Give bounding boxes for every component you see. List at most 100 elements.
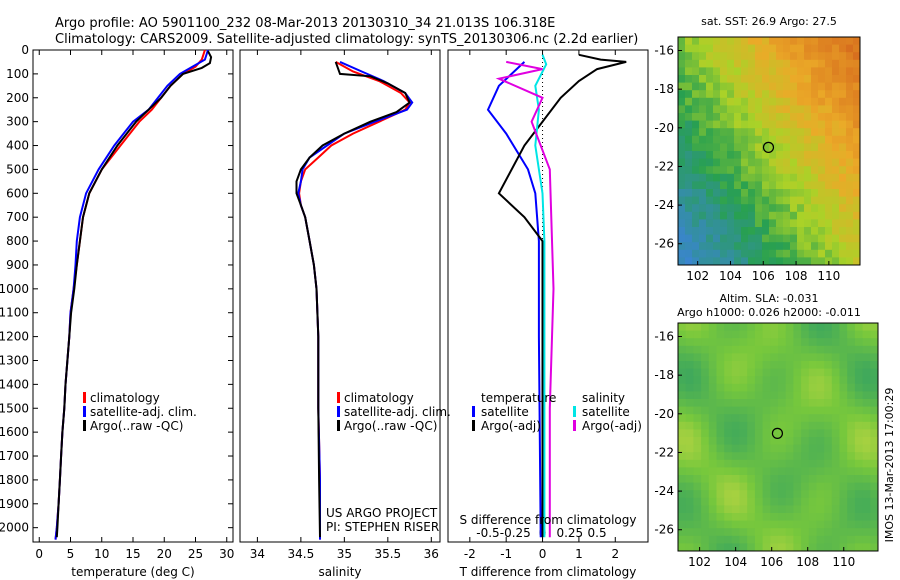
map-cell — [713, 219, 721, 228]
map-cell — [831, 459, 840, 468]
map-cell — [776, 105, 784, 114]
map-cell — [793, 520, 802, 529]
map-cell — [801, 368, 810, 377]
map-cell — [783, 234, 791, 243]
map-cell — [706, 37, 714, 45]
map-cell — [847, 467, 856, 476]
map-cell — [713, 173, 721, 182]
map-cell — [706, 67, 714, 76]
argo-position-marker — [762, 141, 775, 153]
map-cell — [720, 219, 728, 228]
legend-label-satellite: satellite-adj. clim. — [344, 405, 451, 419]
map-cell — [762, 437, 771, 445]
map-cell — [854, 391, 863, 400]
map-cell — [790, 97, 798, 106]
map-cell — [741, 234, 749, 243]
map-cell — [831, 535, 840, 544]
map-cell — [724, 490, 733, 499]
map-cell — [701, 383, 710, 392]
map-cell — [739, 421, 748, 430]
map-cell — [685, 376, 694, 385]
map-cell — [824, 399, 833, 407]
map-cell — [839, 158, 847, 167]
map-cell — [862, 437, 871, 445]
map-cell — [824, 505, 833, 514]
map-cell — [870, 421, 879, 430]
map-cell — [701, 452, 710, 461]
map-cell — [793, 497, 802, 506]
map-cell — [793, 421, 802, 430]
map-cell — [708, 353, 717, 362]
map-cell — [699, 257, 707, 266]
map-cell — [685, 520, 694, 529]
map-cell — [831, 368, 840, 377]
map-cell — [793, 330, 802, 339]
map-cell — [762, 44, 770, 53]
map-cell — [739, 535, 748, 544]
map-cell — [739, 399, 748, 407]
map-cell — [754, 361, 763, 369]
map-cell — [747, 467, 756, 476]
map-cell — [727, 143, 735, 152]
map-cell — [762, 353, 771, 362]
map-cell — [854, 421, 863, 430]
map-cell — [747, 475, 756, 483]
map-cell — [797, 52, 805, 61]
map-cell — [741, 189, 749, 197]
map-cell — [762, 128, 770, 137]
map-cell — [727, 242, 735, 251]
map-cell — [824, 391, 833, 400]
map-cell — [801, 475, 810, 483]
map-cell — [701, 535, 710, 544]
map-cell — [755, 204, 763, 213]
map-cell — [754, 345, 763, 354]
map-cell — [818, 44, 826, 53]
map-cell — [825, 166, 833, 175]
map-cell — [808, 490, 817, 499]
map-cell — [747, 490, 756, 499]
map-cell — [870, 505, 879, 514]
map-cell — [811, 44, 819, 53]
map-cell — [755, 227, 763, 235]
map-cell — [762, 166, 770, 175]
map-cell — [824, 520, 833, 529]
map-cell — [816, 391, 825, 400]
map-cell — [685, 249, 693, 258]
map-cell — [862, 414, 871, 423]
map-cell — [699, 120, 707, 129]
map-cell — [839, 361, 848, 369]
map-cell — [770, 535, 779, 544]
map-cell — [716, 376, 725, 385]
map-cell — [785, 543, 794, 552]
map-cell — [741, 113, 749, 121]
map-cell — [748, 211, 756, 220]
s-tick-label: 0.5 — [588, 526, 607, 540]
map-cell — [818, 249, 826, 258]
map-cell — [693, 452, 702, 461]
map-cell — [790, 211, 798, 220]
map-cell — [713, 166, 721, 175]
map-cell — [862, 376, 871, 385]
map-cell — [762, 120, 770, 129]
map-cell — [808, 353, 817, 362]
legend-label-argo: Argo(..raw -QC) — [90, 419, 183, 433]
map-cell — [727, 196, 735, 205]
map-cell — [762, 429, 771, 438]
map-cell — [747, 520, 756, 529]
x-tick-label: 10 — [94, 547, 109, 561]
map-cell — [853, 90, 861, 99]
map-cell — [831, 467, 840, 476]
map-cell — [853, 113, 861, 121]
map-cell — [801, 459, 810, 468]
map-cell — [816, 361, 825, 369]
map-cell — [692, 158, 700, 167]
map-cell — [754, 437, 763, 445]
map-cell — [754, 459, 763, 468]
map-cell — [755, 67, 763, 76]
y-tick-label: -24 — [654, 198, 674, 212]
map-cell — [832, 113, 840, 121]
map-cell — [678, 234, 686, 243]
map-cell — [776, 90, 784, 99]
map-cell — [720, 166, 728, 175]
map-cell — [776, 181, 784, 190]
